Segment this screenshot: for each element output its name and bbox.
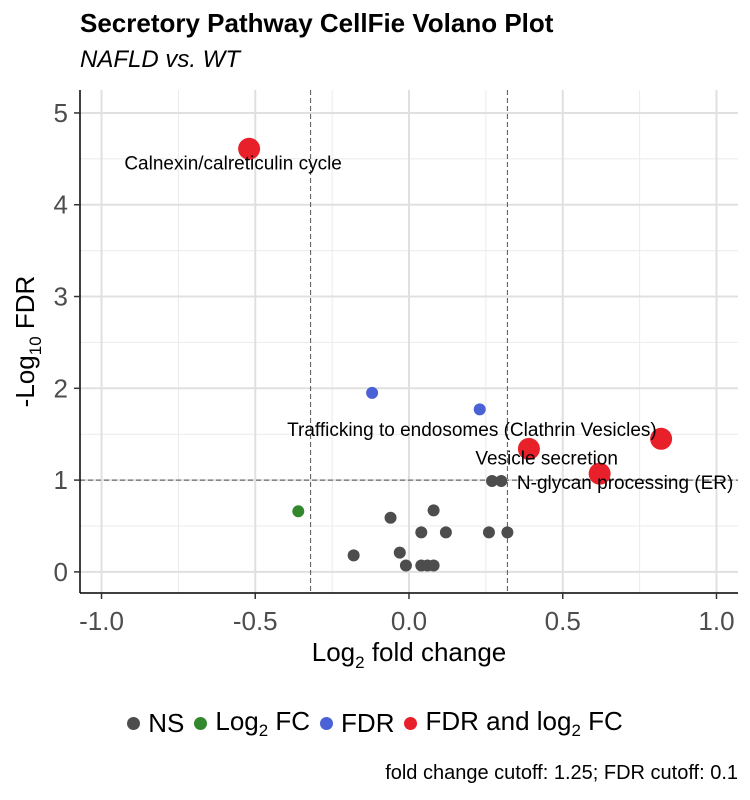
point-label: Calnexin/calreticulin cycle [124,154,342,175]
data-point [292,505,305,518]
cutoff-lines [80,90,738,593]
data-point [427,559,440,572]
significant-point [517,437,540,460]
data-point [495,475,508,488]
point-labels: Calnexin/calreticulin cycle Trafficking t… [124,154,733,494]
x-tick-label: 0.5 [545,606,581,636]
y-axis-ticks: 0 1 2 3 4 5 [54,98,80,587]
y-tick-label: 4 [54,190,68,220]
y-tick-label: 2 [54,373,68,403]
legend-swatch [404,717,418,731]
legend-label: FDR [341,708,395,739]
x-axis-ticks: -1.0 -0.5 0.0 0.5 1.0 [79,593,735,636]
data-points [238,137,673,572]
data-point [399,559,412,572]
y-tick-label: 3 [54,282,68,312]
data-point [482,526,495,539]
point-label: Vesicle secretion [475,449,618,470]
x-axis-title: Log2 fold change [312,637,507,672]
legend-label: NS [148,708,185,739]
legend-swatch [127,717,141,731]
legend-item: FDR and log2 FC [404,706,623,741]
legend-item: FDR [320,708,394,739]
y-tick-label: 0 [54,557,68,587]
y-axis-title: -Log10 FDR [10,276,45,408]
significant-point [650,427,673,450]
chart-subtitle: NAFLD vs. WT [80,46,240,73]
legend: NS Log2 FC FDR FDR and log2 FC [0,706,750,741]
data-point [501,526,514,539]
data-point [347,549,360,562]
legend-swatch [194,717,208,731]
legend-item: NS [127,708,184,739]
volcano-plot: -1.0 -0.5 0.0 0.5 1.0 0 1 2 3 4 5 Calnexin/calret… [10,90,738,672]
data-point [366,386,379,399]
significant-point [238,137,261,160]
legend-label: Log2 FC [215,706,311,741]
y-tick-label: 5 [54,98,68,128]
data-point [439,526,452,539]
data-point [415,526,428,539]
data-point [486,475,499,488]
point-label: Trafficking to endosomes (Clathrin Vesic… [287,420,657,441]
legend-label: FDR and log2 FC [425,706,623,741]
data-point [384,511,397,524]
legend-swatch [320,717,334,731]
x-tick-label: -1.0 [79,606,124,636]
data-point [473,403,486,416]
chart-caption: fold change cutoff: 1.25; FDR cutoff: 0.… [385,762,738,784]
x-tick-label: 1.0 [698,606,734,636]
data-point [427,504,440,517]
y-tick-label: 1 [54,465,68,495]
x-tick-label: -0.5 [233,606,278,636]
legend-item: Log2 FC [194,706,310,741]
point-label: N-glycan processing (ER) [517,473,733,494]
significant-point [588,462,611,485]
data-point [393,546,406,559]
chart-title: Secretory Pathway CellFie Volano Plot [80,8,554,38]
x-tick-label: 0.0 [391,606,427,636]
